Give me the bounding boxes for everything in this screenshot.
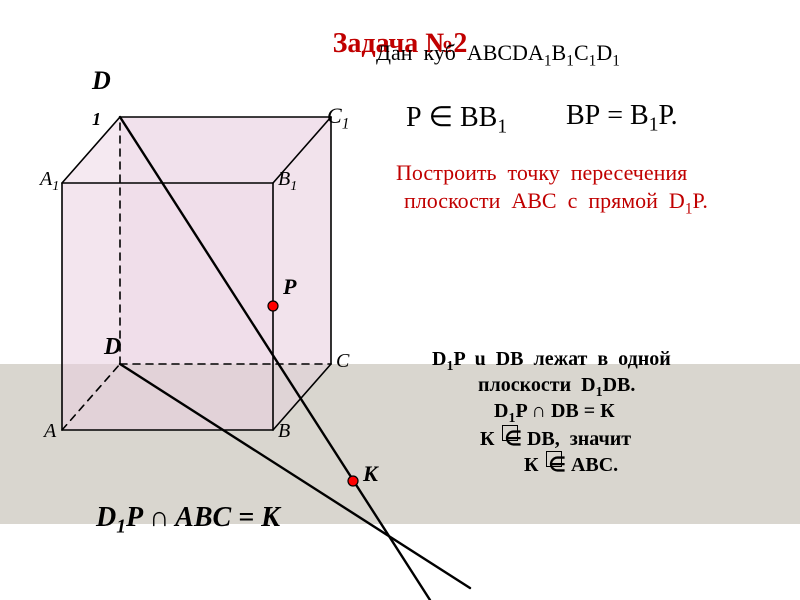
text-P-in-BB1: Р ∈ ВВ1 xyxy=(406,100,507,139)
text-task-line2: плоскости АВС с прямой D1P. xyxy=(404,188,708,218)
text-solution-4: К ∈ DB, значит xyxy=(480,426,631,451)
label-D1: D1 xyxy=(92,66,111,130)
text-solution-5: К ∈ АВС. xyxy=(524,452,618,477)
label-D: D xyxy=(104,334,121,361)
label-C1: С1 xyxy=(327,103,349,133)
label-C: С xyxy=(336,350,349,373)
text-task-line1: Построить точку пересечения xyxy=(396,160,687,186)
text-result: D1P ∩ ABC = К xyxy=(96,502,280,539)
text-given-cube: Дан куб АВСDА1В1С1D1 xyxy=(376,40,620,70)
label-P: Р xyxy=(283,274,296,300)
stage: Задача №2 А В С D А1 В1 С1 D1 Р К Дан ку… xyxy=(0,0,800,600)
label-K: К xyxy=(363,461,378,487)
point-P xyxy=(268,301,278,311)
text-solution-1: D1P u DB лежат в одной xyxy=(432,348,671,375)
point-K xyxy=(348,476,358,486)
label-A1: А1 xyxy=(40,168,59,195)
text-solution-3: D1P ∩ DB = К xyxy=(494,400,615,427)
label-B1: В1 xyxy=(278,168,297,195)
label-A: А xyxy=(44,420,56,443)
text-BP-eq-B1P: ВР = В1Р. xyxy=(566,100,678,137)
label-B: В xyxy=(278,420,290,443)
text-solution-2: плоскости D1DB. xyxy=(478,374,635,401)
